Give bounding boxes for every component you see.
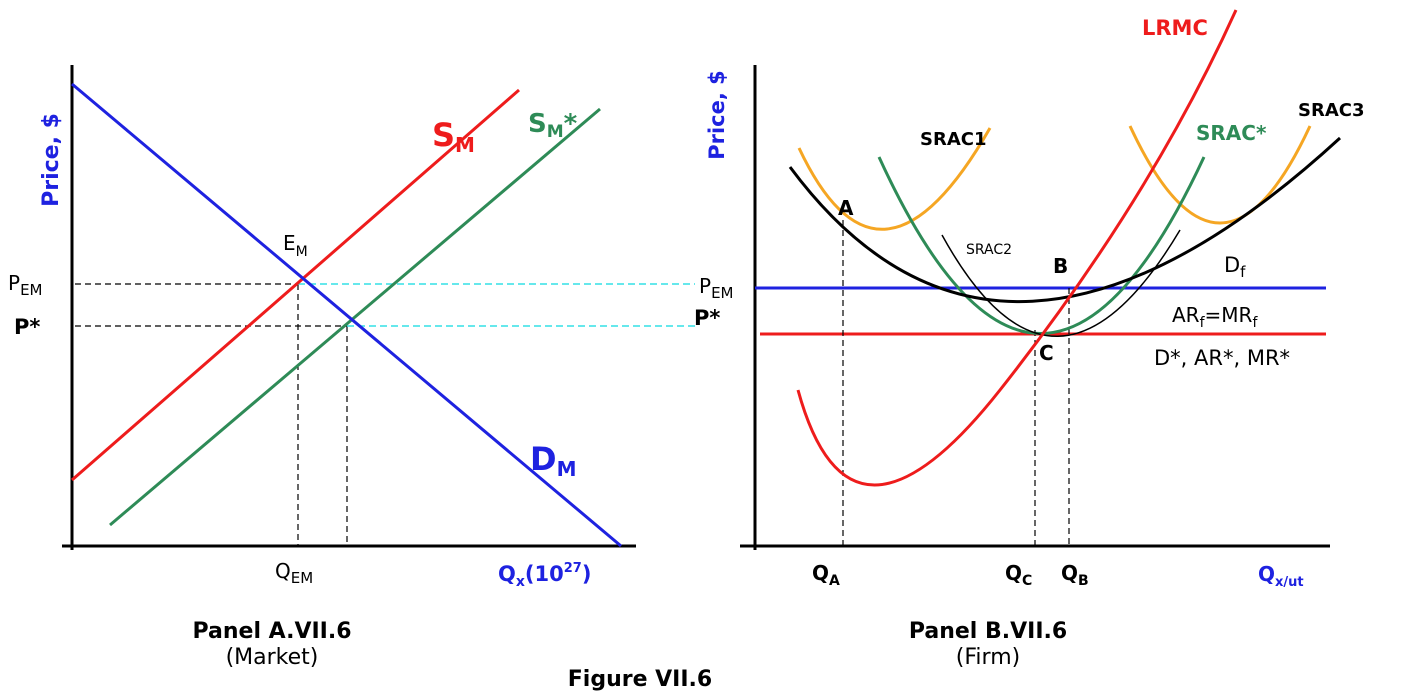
lrmc-curve [796,9,1238,487]
panel-b-price-star-label: P* [694,306,720,330]
supply-curve-sm [71,88,520,482]
srac1-curve [797,127,992,231]
panel-b-y-axis-label: Price, $ [705,70,729,160]
lrmc-label: LRMC [1142,16,1208,40]
qa-label: QA [812,561,840,589]
panel-b: Price, $ LRMC SRAC1 SRAC2 SRAC* SRAC3 A … [694,9,1365,670]
qc-label: QC [1005,561,1032,589]
srac2-curve [941,229,1181,337]
srac2-label: SRAC2 [966,242,1012,258]
panel-a: Price, $ SM SM* DM EM PEM P* QEM Qx(1027… [8,65,695,670]
srac-star-label: SRAC* [1196,121,1267,145]
panel-b-caption-sub: (Firm) [956,645,1020,670]
panel-b-x-axis-label: Qx/ut [1258,562,1304,590]
panel-a-x-axis-label: Qx(1027) [498,561,591,590]
panel-b-caption-title: Panel B.VII.6 [909,619,1067,644]
panel-a-caption-title: Panel A.VII.6 [192,619,351,644]
point-b-label: B [1053,254,1068,278]
dstar-ar-mr-label: D*, AR*, MR* [1154,346,1290,370]
panel-a-qem-label: QEM [275,559,313,587]
panel-a-caption-sub: (Market) [226,645,319,670]
srac3-label: SRAC3 [1298,100,1365,121]
lrac-curve [788,136,1342,304]
demand-curve-dm [71,82,622,548]
demand-label-dm: DM [530,440,576,481]
panel-a-y-axis-label: Price, $ [39,113,64,207]
panel-a-price-star-label: P* [14,315,40,339]
point-c-label: C [1039,341,1054,365]
supply-label-sm: SM [432,116,475,157]
df-label: Df [1224,253,1246,281]
point-a-label: A [838,196,854,220]
ar-mr-label: ARf=MRf [1172,303,1258,331]
qb-label: QB [1061,561,1089,589]
figure-title: Figure VII.6 [568,667,712,692]
panel-b-price-em-label: PEM [699,274,733,302]
equilibrium-label-em: EM [283,231,308,260]
panel-a-price-em-label: PEM [8,271,42,299]
supply-label-sm-star: SM* [528,109,578,142]
srac1-label: SRAC1 [920,129,987,150]
srac-star-curve [877,156,1206,335]
supply-curve-sm-star [109,107,601,527]
